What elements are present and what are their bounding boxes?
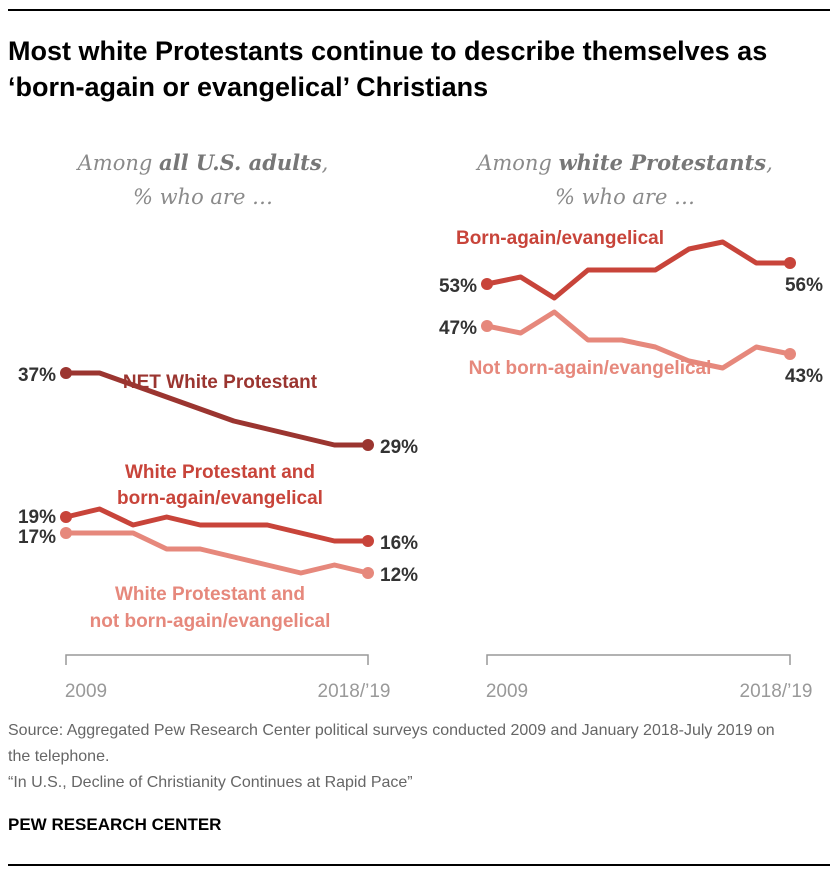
series-name-label: NET White Protestant (123, 372, 318, 393)
source-note: Source: Aggregated Pew Research Center p… (8, 722, 775, 765)
left-subtitle: Among all U.S. adults, % who are … (38, 146, 368, 214)
end-data-label: 16% (380, 533, 418, 554)
x-tick-label: 2018/’19 (740, 681, 813, 702)
start-data-label: 19% (18, 507, 56, 528)
series-line (66, 370, 368, 448)
x-tick-label: 2018/’19 (318, 681, 391, 702)
series-name-line: not born-again/evangelical (90, 611, 331, 632)
start-data-label: 37% (18, 365, 56, 386)
end-point-marker (784, 257, 796, 269)
end-data-label: 29% (380, 437, 418, 458)
series-name-label: White Protestant and not born-again/evang… (90, 584, 331, 632)
x-tick-label: 2009 (486, 681, 528, 702)
end-data-label: 56% (785, 275, 823, 296)
series-line (66, 530, 369, 576)
left-subtitle-line2: % who are … (132, 185, 274, 209)
end-point-marker (362, 439, 374, 451)
end-point-marker (784, 348, 796, 360)
series-name-line: White Protestant and (125, 462, 315, 483)
x-axis-line (486, 654, 791, 665)
start-point-marker (481, 278, 493, 290)
series-line (486, 239, 790, 301)
footnote: Source: Aggregated Pew Research Center p… (8, 718, 798, 796)
start-data-label: 53% (439, 276, 477, 297)
start-point-marker (60, 367, 72, 379)
left-subtitle-post: , (321, 151, 329, 175)
report-title: “In U.S., Decline of Christianity Contin… (8, 774, 413, 791)
left-subtitle-pre: Among (77, 151, 159, 175)
end-point-marker (362, 567, 374, 579)
brand-logo-text: PEW RESEARCH CENTER (8, 815, 222, 834)
series-line (486, 309, 791, 371)
chart-title: Most white Protestants continue to descr… (8, 36, 768, 102)
right-subtitle-post: , (766, 151, 773, 175)
x-axis-line (65, 654, 369, 665)
series-name-label: Not born-again/evangelical (469, 358, 712, 379)
start-data-label: 17% (18, 527, 56, 548)
series-name-line: White Protestant and (115, 584, 305, 605)
left-subtitle-bold: all U.S. adults (159, 150, 322, 175)
end-data-label: 43% (785, 366, 823, 387)
x-tick-label: 2009 (65, 681, 107, 702)
series-name-label: Born-again/evangelical (456, 228, 664, 249)
end-data-label: 12% (380, 565, 418, 586)
top-rule (8, 9, 830, 11)
series-line (65, 506, 368, 544)
series-name-label: White Protestant and born-again/evangelic… (117, 462, 323, 509)
bottom-rule (8, 864, 830, 866)
start-point-marker (60, 527, 72, 539)
start-point-marker (481, 320, 493, 332)
right-subtitle-line2: % who are … (554, 185, 696, 209)
right-subtitle-bold: white Protestants (558, 150, 767, 175)
start-point-marker (60, 511, 72, 523)
series-name-line: born-again/evangelical (117, 488, 323, 509)
end-point-marker (362, 535, 374, 547)
right-subtitle: Among white Protestants, % who are … (460, 146, 790, 214)
right-subtitle-pre: Among (477, 151, 559, 175)
start-data-label: 47% (439, 318, 477, 339)
